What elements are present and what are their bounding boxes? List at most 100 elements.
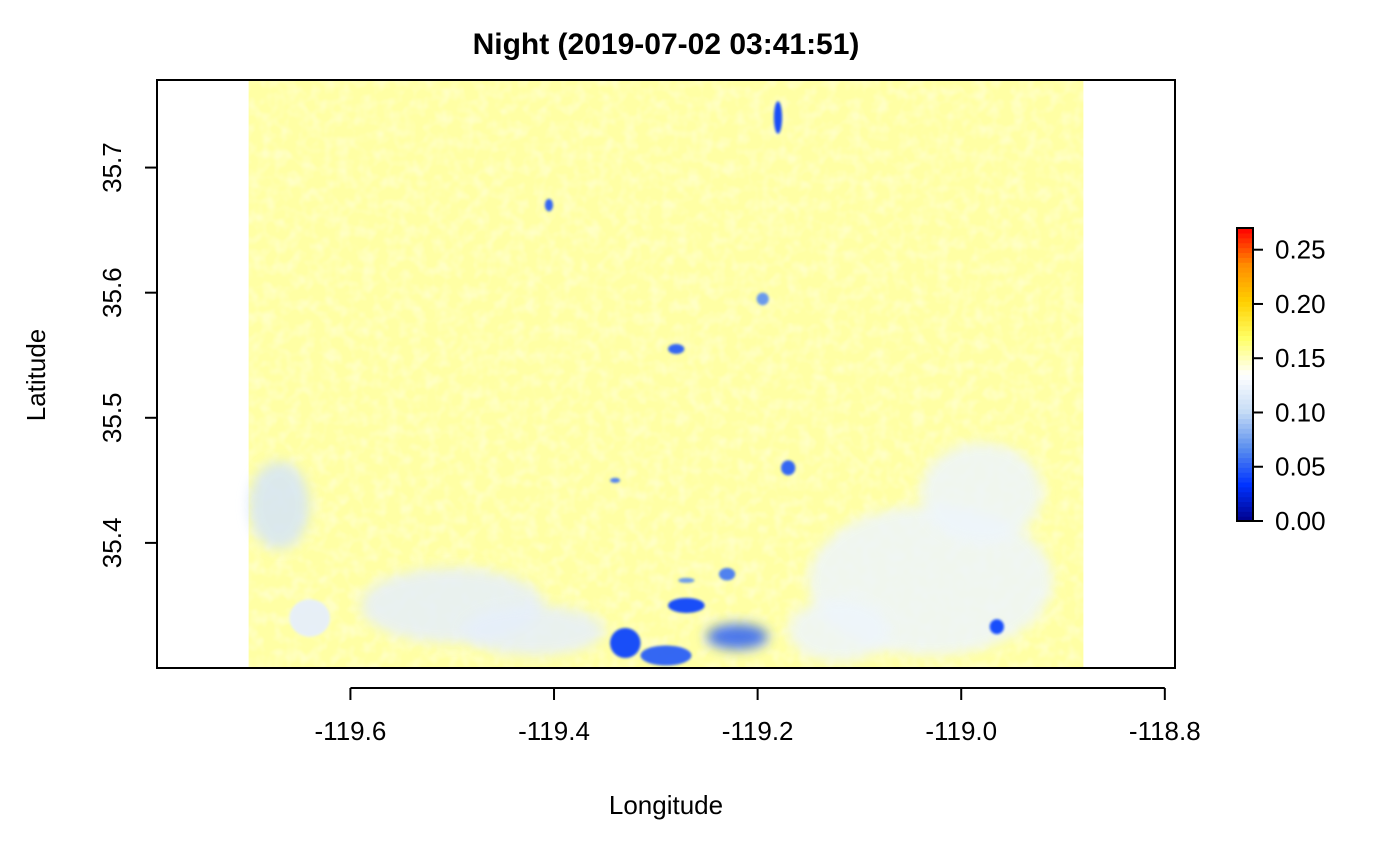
colorbar-swatch xyxy=(1237,506,1253,512)
colorbar-swatch xyxy=(1237,408,1253,415)
feature-field-north xyxy=(773,101,783,134)
colorbar-swatch xyxy=(1237,369,1253,376)
colorbar-swatch xyxy=(1237,311,1253,317)
colorbar-swatch xyxy=(1237,315,1253,322)
colorbar-swatch xyxy=(1237,496,1253,503)
colorbar-swatch xyxy=(1237,350,1253,356)
feature-east-urban-north xyxy=(920,442,1043,543)
colorbar-swatch xyxy=(1237,281,1253,288)
feature-field-east-center xyxy=(781,460,796,476)
colorbar-swatch xyxy=(1237,477,1253,483)
colorbar-swatch xyxy=(1237,286,1253,293)
colorbar-swatch xyxy=(1237,481,1253,488)
colorbar-swatch xyxy=(1237,472,1253,478)
feature-field-south-2 xyxy=(610,627,641,658)
colorbar-swatch xyxy=(1237,335,1253,341)
colorbar-swatch xyxy=(1237,394,1253,400)
colorbar-swatch xyxy=(1237,247,1253,254)
colorbar-swatch xyxy=(1237,354,1253,361)
colorbar-swatch xyxy=(1237,252,1253,258)
colorbar-swatch xyxy=(1237,320,1253,327)
y-axis-label: Latitude xyxy=(21,329,51,422)
colorbar-swatch xyxy=(1237,511,1253,517)
colorbar-swatch xyxy=(1237,306,1253,312)
feature-field-center xyxy=(668,343,685,354)
colorbar-swatch xyxy=(1237,276,1253,283)
colorbar-tick-label: 0.10 xyxy=(1275,397,1326,427)
colorbar-swatch xyxy=(1237,486,1253,493)
colorbar-swatch xyxy=(1237,374,1253,380)
colorbar-swatch xyxy=(1237,301,1253,307)
chart-title: Night (2019-07-02 03:41:51) xyxy=(473,28,860,61)
y-tick-label: 35.7 xyxy=(97,142,127,193)
colorbar-swatch xyxy=(1237,442,1253,449)
colorbar-swatch xyxy=(1237,325,1253,332)
feature-field-small-2 xyxy=(678,577,695,583)
colorbar-swatch xyxy=(1237,267,1253,273)
colorbar-swatch xyxy=(1237,296,1253,302)
colorbar-swatch xyxy=(1237,467,1253,473)
colorbar-swatch xyxy=(1237,257,1253,263)
y-tick-label: 35.6 xyxy=(97,267,127,318)
colorbar-swatch xyxy=(1237,491,1253,498)
raster-layer xyxy=(248,80,1084,668)
colorbar-swatch xyxy=(1237,330,1253,337)
colorbar-swatch xyxy=(1237,447,1253,454)
feature-field-nw xyxy=(544,198,554,212)
colorbar-swatch xyxy=(1237,418,1253,424)
feature-field-center-2 xyxy=(756,292,769,306)
x-tick-label: -119.2 xyxy=(722,716,794,746)
x-tick-label: -118.8 xyxy=(1129,716,1201,746)
colorbar-swatch xyxy=(1237,364,1253,371)
colorbar-swatch xyxy=(1237,379,1253,385)
colorbar-swatch xyxy=(1237,262,1253,268)
colorbar-swatch xyxy=(1237,516,1253,522)
colorbar-tick-label: 0.25 xyxy=(1275,235,1326,265)
feature-southwest-band-2 xyxy=(462,605,605,656)
raster-features xyxy=(248,101,1053,666)
colorbar-swatch xyxy=(1237,291,1253,297)
x-axis-label: Longitude xyxy=(609,790,723,820)
colorbar-legend: 0.00 0.05 0.10 0.15 0.20 0.25 xyxy=(1236,227,1326,536)
colorbar-swatch xyxy=(1237,433,1253,439)
colorbar-swatch xyxy=(1237,389,1253,395)
colorbar-tick-label: 0.00 xyxy=(1275,506,1326,536)
colorbar-swatch xyxy=(1237,340,1253,346)
x-tick-label: -119.4 xyxy=(518,716,590,746)
x-tick-label: -119.6 xyxy=(315,716,387,746)
feature-field-small-1 xyxy=(610,477,621,483)
colorbar-swatch xyxy=(1237,501,1253,507)
y-axis: 35.4 35.5 35.6 35.7 xyxy=(97,142,158,569)
colorbar-frame xyxy=(1236,227,1254,522)
colorbar-swatch xyxy=(1237,242,1253,249)
colorbar-swatch xyxy=(1237,428,1253,434)
colorbar-swatch xyxy=(1237,345,1253,351)
colorbar-swatch xyxy=(1237,437,1253,444)
y-tick-label: 35.4 xyxy=(97,518,127,569)
colorbar-swatch xyxy=(1237,271,1253,278)
colorbar-swatch xyxy=(1237,462,1253,468)
feature-field-south-5 xyxy=(718,567,736,581)
feature-west-edge-patch xyxy=(248,461,310,550)
colorbar-swatch xyxy=(1237,452,1253,459)
colorbar-swatch xyxy=(1237,384,1253,390)
x-axis: -119.6 -119.4 -119.2 -119.0 -118.8 xyxy=(315,687,1201,746)
feature-field-south-1 xyxy=(668,597,705,613)
colorbar-swatch xyxy=(1237,237,1253,244)
y-tick-label: 35.5 xyxy=(97,392,127,443)
colorbar-tick-label: 0.20 xyxy=(1275,289,1326,319)
colorbar-tick-label: 0.05 xyxy=(1275,452,1326,482)
feature-field-south-3 xyxy=(706,624,768,650)
colorbar-swatch xyxy=(1237,413,1253,420)
colorbar-swatch xyxy=(1237,359,1253,366)
colorbar-swatch xyxy=(1237,403,1253,410)
feature-field-southeast xyxy=(989,619,1004,635)
feature-south-center-urban xyxy=(788,599,890,662)
feature-southwest-small xyxy=(289,599,331,637)
colorbar-swatch xyxy=(1237,228,1253,234)
x-tick-label: -119.0 xyxy=(925,716,997,746)
colorbar-swatch xyxy=(1237,423,1253,429)
colorbar-swatch xyxy=(1237,398,1253,405)
colorbar-swatch xyxy=(1237,232,1253,239)
